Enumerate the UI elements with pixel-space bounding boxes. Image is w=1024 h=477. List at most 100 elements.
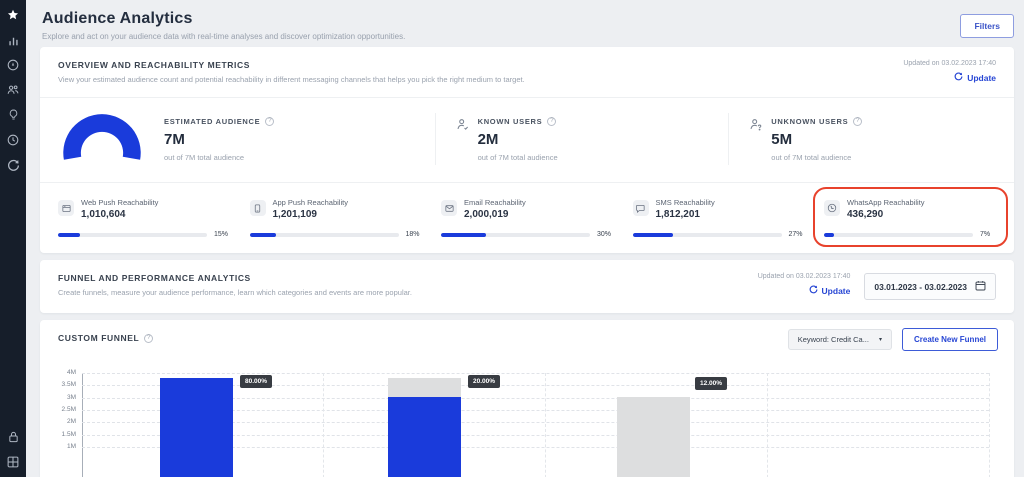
reach-value: 436,290 xyxy=(847,209,884,220)
refresh-icon xyxy=(809,285,818,296)
overview-update-label: Update xyxy=(967,72,996,83)
gridline-vertical xyxy=(989,373,990,477)
web-push-icon xyxy=(58,200,74,216)
info-icon[interactable]: ? xyxy=(144,333,154,343)
y-axis-tick-label: 2.5M xyxy=(61,405,76,413)
funnel-bar-converted xyxy=(160,377,233,477)
known-users-label: KNOWN USERS xyxy=(477,116,543,126)
grid-icon[interactable] xyxy=(6,455,20,469)
gridline-vertical xyxy=(767,373,768,477)
reach-percent: 30% xyxy=(597,231,612,238)
page-header: Audience Analytics Explore and act on yo… xyxy=(26,0,1024,47)
reach-label: Email Reachability xyxy=(464,198,526,207)
y-axis-tick-label: 1.5M xyxy=(61,430,76,438)
gridline-horizontal xyxy=(82,397,989,399)
estimated-audience-caption: out of 7M total audience xyxy=(164,152,245,162)
estimated-audience-label: ESTIMATED AUDIENCE xyxy=(164,116,261,126)
bar-chart-icon[interactable] xyxy=(6,33,20,47)
unknown-users-label: UNKNOWN USERS xyxy=(771,116,849,126)
refresh-icon[interactable] xyxy=(6,158,20,172)
users-icon[interactable] xyxy=(6,83,20,97)
reach-label: WhatsApp Reachability xyxy=(847,198,925,207)
reach-value: 1,812,201 xyxy=(655,209,701,220)
chevron-down-icon: ▾ xyxy=(878,337,882,343)
funnel-updated-text: Updated on 03.02.2023 17:40 xyxy=(757,273,851,280)
progress-bar xyxy=(632,232,782,237)
estimated-audience-stat: ESTIMATED AUDIENCE ? 7M out of 7M total … xyxy=(58,113,435,165)
whatsapp-icon xyxy=(824,200,840,216)
person-question-icon xyxy=(749,118,762,136)
y-axis-tick-label: 3.5M xyxy=(61,381,76,389)
lock-icon[interactable] xyxy=(6,430,20,444)
date-range-picker[interactable]: 03.01.2023 - 03.02.2023 xyxy=(864,273,996,300)
gridline-vertical xyxy=(545,373,546,477)
lightbulb-icon[interactable] xyxy=(6,108,20,122)
calendar-icon xyxy=(975,280,986,293)
reach-value: 1,201,109 xyxy=(272,209,318,220)
sms-reachability: SMS Reachability 1,812,201 27% xyxy=(632,198,805,238)
overview-title: OVERVIEW AND REACHABILITY METRICS xyxy=(58,60,251,70)
overview-updated-text: Updated on 03.02.2023 17:40 xyxy=(903,60,996,67)
info-icon[interactable]: ? xyxy=(853,116,863,126)
y-axis-tick-label: 1M xyxy=(66,442,76,450)
date-range-value: 03.01.2023 - 03.02.2023 xyxy=(874,281,967,292)
unknown-users-caption: out of 7M total audience xyxy=(771,152,852,162)
custom-funnel-card: CUSTOM FUNNEL ? Keyword: Credit Ca... ▾ … xyxy=(40,320,1014,477)
gridline-horizontal xyxy=(82,446,989,448)
progress-bar xyxy=(824,232,973,237)
reach-value: 1,010,604 xyxy=(81,209,126,220)
star-icon[interactable] xyxy=(6,8,20,22)
email-reachability: Email Reachability 2,000,019 30% xyxy=(441,198,613,238)
reach-percent: 27% xyxy=(788,231,803,238)
known-users-caption: out of 7M total audience xyxy=(477,152,558,162)
custom-funnel-title: CUSTOM FUNNEL xyxy=(58,333,140,343)
funnel-section-subtitle: Create funnels, measure your audience pe… xyxy=(58,288,412,297)
y-axis-line xyxy=(82,373,83,477)
gridline-horizontal xyxy=(82,409,989,411)
y-axis-tick-label: 2M xyxy=(66,418,76,426)
reach-label: App Push Reachability xyxy=(272,198,348,207)
unknown-users-stat: UNKNOWN USERS ? 5M out of 7M total audie… xyxy=(728,113,996,165)
conversion-rate-badge: 12.00% xyxy=(695,377,728,390)
person-check-icon xyxy=(456,118,469,136)
email-icon xyxy=(441,200,457,216)
app-push-reachability: App Push Reachability 1,201,109 18% xyxy=(249,198,422,238)
funnel-update-button[interactable]: Update xyxy=(809,285,851,296)
sms-icon xyxy=(632,200,649,216)
create-new-funnel-button[interactable]: Create New Funnel xyxy=(901,328,998,351)
known-users-stat: KNOWN USERS ? 2M out of 7M total audienc… xyxy=(434,113,729,165)
info-icon[interactable]: ? xyxy=(547,116,557,126)
progress-bar xyxy=(58,232,207,237)
reach-label: Web Push Reachability xyxy=(81,198,159,207)
filters-button[interactable]: Filters xyxy=(960,14,1014,38)
conversion-rate-badge: 20.00% xyxy=(468,375,501,388)
funnel-analytics-card: FUNNEL AND PERFORMANCE ANALYTICS Create … xyxy=(40,260,1014,313)
audience-gauge-chart xyxy=(63,114,141,160)
page-subtitle: Explore and act on your audience data wi… xyxy=(42,32,406,41)
progress-bar xyxy=(249,232,399,237)
app-push-icon xyxy=(249,200,266,216)
info-icon[interactable]: ? xyxy=(265,116,275,126)
funnel-keyword-dropdown[interactable]: Keyword: Credit Ca... ▾ xyxy=(787,329,892,350)
funnel-bar-chart: 4M 3.5M 3M 2.5M 2M 1.5M 1M 80.00% 20.00% 12.00% xyxy=(62,369,990,477)
refresh-icon xyxy=(954,72,963,83)
clock-icon[interactable] xyxy=(6,133,20,147)
estimated-audience-value: 7M xyxy=(164,130,185,148)
overview-update-button[interactable]: Update xyxy=(954,72,996,83)
gridline-horizontal xyxy=(82,373,989,374)
target-icon[interactable] xyxy=(6,58,20,72)
reach-percent: 7% xyxy=(980,231,991,238)
y-axis-tick-label: 3M xyxy=(66,393,76,401)
gridline-horizontal xyxy=(82,385,989,387)
keyword-dropdown-value: Keyword: Credit Ca... xyxy=(797,335,869,344)
gridline-horizontal xyxy=(82,422,989,424)
audience-stats-row: ESTIMATED AUDIENCE ? 7M out of 7M total … xyxy=(58,109,996,171)
reach-label: SMS Reachability xyxy=(655,198,715,207)
progress-bar xyxy=(441,232,590,237)
funnel-update-label: Update xyxy=(821,285,851,296)
reachability-row: Web Push Reachability 1,010,604 15% App … xyxy=(58,187,1008,247)
reach-value: 2,000,019 xyxy=(464,209,509,220)
funnel-section-title: FUNNEL AND PERFORMANCE ANALYTICS xyxy=(58,273,251,283)
overview-card: OVERVIEW AND REACHABILITY METRICS View y… xyxy=(40,47,1014,253)
y-axis-tick-label: 4M xyxy=(66,369,76,376)
